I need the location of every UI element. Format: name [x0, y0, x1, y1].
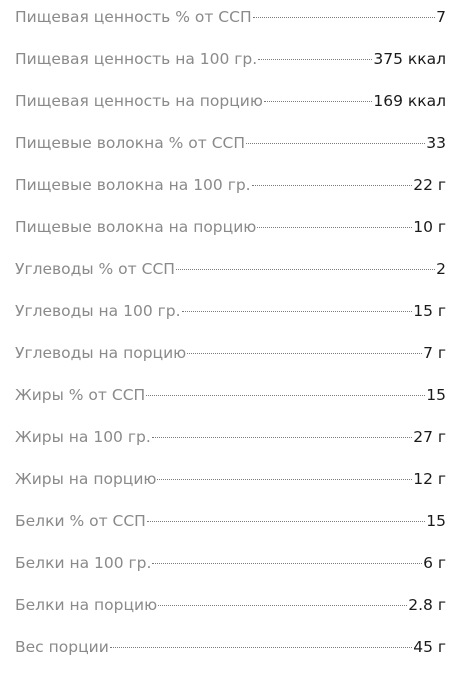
- dotted-leader: [151, 437, 413, 438]
- row-value: 10 г: [413, 218, 446, 236]
- nutrition-row-protein-percent: Белки % от ССП 15: [15, 510, 446, 552]
- row-value: 7: [436, 8, 446, 26]
- nutrition-row-protein-per-100g: Белки на 100 гр. 6 г: [15, 552, 446, 594]
- row-label: Пищевая ценность на 100 гр.: [15, 50, 258, 68]
- dotted-leader: [158, 605, 408, 606]
- nutrition-facts-list: Пищевая ценность % от ССП 7 Пищевая ценн…: [15, 6, 446, 678]
- row-value: 15: [426, 386, 446, 404]
- row-label: Пищевая ценность на порцию: [15, 92, 263, 110]
- dotted-leader: [252, 17, 436, 18]
- dotted-leader: [258, 59, 373, 60]
- dotted-leader: [251, 185, 413, 186]
- nutrition-row-energy-percent: Пищевая ценность % от ССП 7: [15, 6, 446, 48]
- dotted-leader: [181, 311, 413, 312]
- dotted-leader: [175, 269, 436, 270]
- dotted-leader: [157, 479, 413, 480]
- row-label: Жиры на 100 гр.: [15, 428, 151, 446]
- row-label: Жиры % от ССП: [15, 386, 146, 404]
- nutrition-row-fiber-per-serving: Пищевые волокна на порцию 10 г: [15, 216, 446, 258]
- dotted-leader: [109, 647, 413, 648]
- nutrition-row-energy-per-serving: Пищевая ценность на порцию 169 ккал: [15, 90, 446, 132]
- row-value: 33: [426, 134, 446, 152]
- nutrition-row-carbs-per-serving: Углеводы на порцию 7 г: [15, 342, 446, 384]
- nutrition-row-fiber-percent: Пищевые волокна % от ССП 33: [15, 132, 446, 174]
- dotted-leader: [146, 395, 426, 396]
- row-label: Углеводы % от ССП: [15, 260, 175, 278]
- row-label: Белки на порцию: [15, 596, 158, 614]
- nutrition-row-carbs-per-100g: Углеводы на 100 гр. 15 г: [15, 300, 446, 342]
- dotted-leader: [146, 521, 426, 522]
- row-label: Пищевые волокна на порцию: [15, 218, 257, 236]
- row-value: 6 г: [423, 554, 446, 572]
- row-label: Жиры на порцию: [15, 470, 157, 488]
- row-label: Пищевая ценность % от ССП: [15, 8, 252, 26]
- nutrition-row-energy-per-100g: Пищевая ценность на 100 гр. 375 ккал: [15, 48, 446, 90]
- row-value: 15: [426, 512, 446, 530]
- row-value: 2.8 г: [408, 596, 446, 614]
- row-value: 2: [436, 260, 446, 278]
- row-label: Углеводы на 100 гр.: [15, 302, 181, 320]
- nutrition-row-carbs-percent: Углеводы % от ССП 2: [15, 258, 446, 300]
- dotted-leader: [257, 227, 413, 228]
- row-value: 12 г: [413, 470, 446, 488]
- row-label: Пищевые волокна на 100 гр.: [15, 176, 251, 194]
- row-label: Углеводы на порцию: [15, 344, 187, 362]
- nutrition-row-fat-per-serving: Жиры на порцию 12 г: [15, 468, 446, 510]
- nutrition-row-fat-percent: Жиры % от ССП 15: [15, 384, 446, 426]
- row-value: 7 г: [423, 344, 446, 362]
- row-value: 169 ккал: [373, 92, 446, 110]
- row-label: Белки % от ССП: [15, 512, 146, 530]
- row-value: 22 г: [413, 176, 446, 194]
- nutrition-row-serving-weight: Вес порции 45 г: [15, 636, 446, 678]
- row-value: 27 г: [413, 428, 446, 446]
- nutrition-row-fiber-per-100g: Пищевые волокна на 100 гр. 22 г: [15, 174, 446, 216]
- row-value: 375 ккал: [373, 50, 446, 68]
- row-value: 15 г: [413, 302, 446, 320]
- row-label: Вес порции: [15, 638, 109, 656]
- dotted-leader: [187, 353, 423, 354]
- dotted-leader: [152, 563, 423, 564]
- dotted-leader: [263, 101, 373, 102]
- row-value: 45 г: [413, 638, 446, 656]
- nutrition-row-protein-per-serving: Белки на порцию 2.8 г: [15, 594, 446, 636]
- row-label: Белки на 100 гр.: [15, 554, 152, 572]
- nutrition-row-fat-per-100g: Жиры на 100 гр. 27 г: [15, 426, 446, 468]
- dotted-leader: [246, 143, 426, 144]
- row-label: Пищевые волокна % от ССП: [15, 134, 246, 152]
